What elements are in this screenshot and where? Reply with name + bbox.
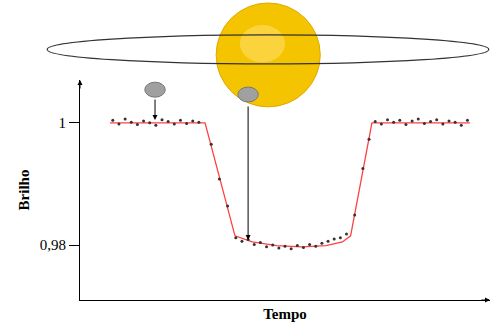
svg-text:Tempo: Tempo [263,306,307,322]
svg-text:0,98: 0,98 [40,237,66,253]
svg-text:1: 1 [59,115,67,131]
svg-text:Brilho: Brilho [16,170,32,211]
